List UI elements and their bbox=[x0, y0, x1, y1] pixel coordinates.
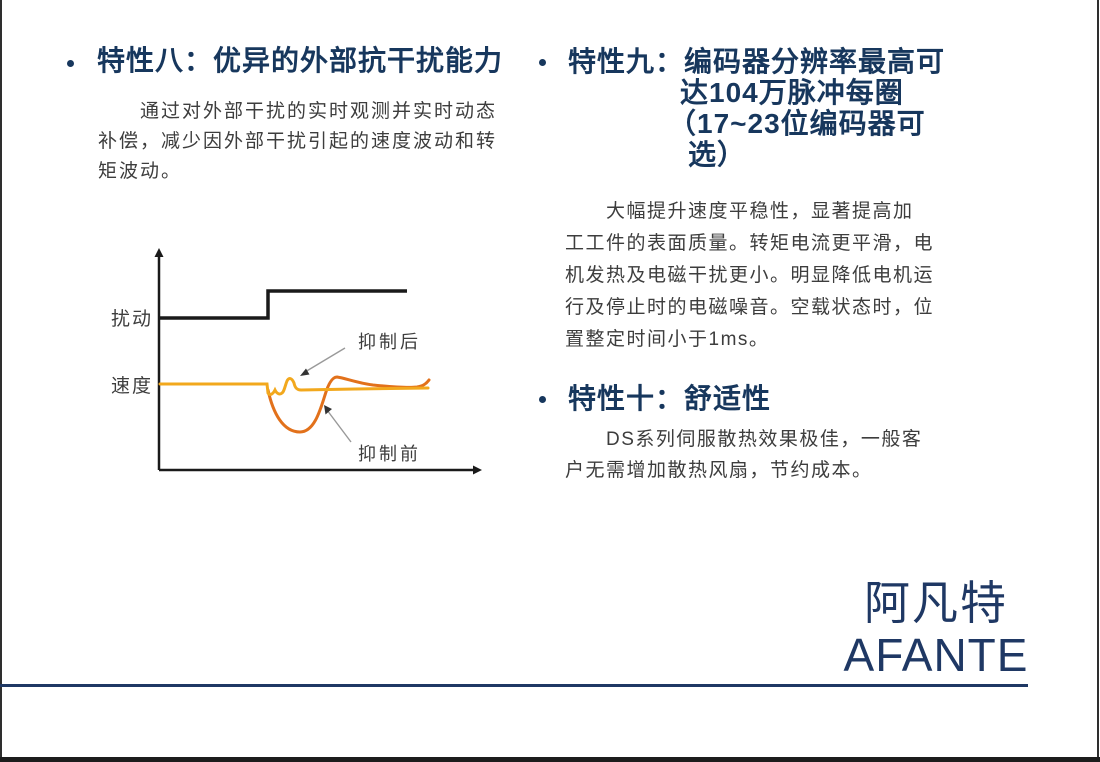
y-label-speed: 速度 bbox=[111, 375, 153, 397]
speed-after-suppression-line bbox=[158, 377, 430, 396]
page-border-right bbox=[1097, 0, 1099, 762]
annotation-after-label: 抑制后 bbox=[358, 332, 421, 352]
feature9-title: 特性九：编码器分辨率最高可 达104万脉冲每圈 （17~23位编码器可 选） bbox=[568, 46, 945, 170]
annotation-before-label: 抑制前 bbox=[358, 444, 421, 464]
brand-name-cn: 阿凡特 bbox=[864, 577, 1008, 629]
y-axis-arrow-icon bbox=[154, 248, 164, 257]
x-axis-arrow-icon bbox=[473, 465, 482, 475]
feature9-title-line: 达104万脉冲每圈 bbox=[680, 77, 904, 108]
speed-before-suppression-line bbox=[266, 375, 431, 434]
bullet-icon bbox=[539, 396, 546, 403]
page-border-bottom bbox=[0, 757, 1100, 762]
feature10-title: 特性十：舒适性 bbox=[568, 383, 772, 414]
y-label-disturbance: 扰动 bbox=[111, 308, 153, 330]
brand-block: 阿凡特 AFANTE bbox=[828, 574, 1044, 678]
bullet-icon bbox=[539, 59, 546, 66]
brand-name-en: AFANTE bbox=[843, 629, 1029, 681]
disturbance-suppression-chart: 扰动 速度 抑制后 抑制前 bbox=[111, 248, 482, 475]
feature8-title: 特性八：优异的外部抗干扰能力 bbox=[97, 45, 504, 76]
annotation-arrow-after bbox=[304, 347, 346, 373]
feature9-title-line: 选） bbox=[688, 139, 747, 170]
arrowhead-before-icon bbox=[324, 405, 332, 415]
bullet-icon bbox=[67, 60, 74, 67]
disturbance-step-line bbox=[159, 289, 407, 320]
feature8-body: 通过对外部干扰的实时观测并实时动态 补偿，减少因外部干扰引起的速度波动和转 矩波… bbox=[98, 101, 498, 182]
annotation-arrow-before bbox=[326, 409, 352, 443]
feature10-body: DS系列伺服散热效果极佳，一般客 户无需增加散热风扇，节约成本。 bbox=[565, 429, 923, 481]
feature9-title-line: 特性九：编码器分辨率最高可 bbox=[568, 46, 946, 77]
page-border-left bbox=[0, 0, 2, 762]
feature9-body: 大幅提升速度平稳性，显著提高加 工工件的表面质量。转矩电流更平滑，电 机发热及电… bbox=[565, 201, 935, 350]
brand-divider bbox=[0, 684, 1028, 687]
arrowhead-after-icon bbox=[300, 368, 310, 376]
feature9-title-line: （17~23位编码器可 bbox=[668, 108, 926, 139]
